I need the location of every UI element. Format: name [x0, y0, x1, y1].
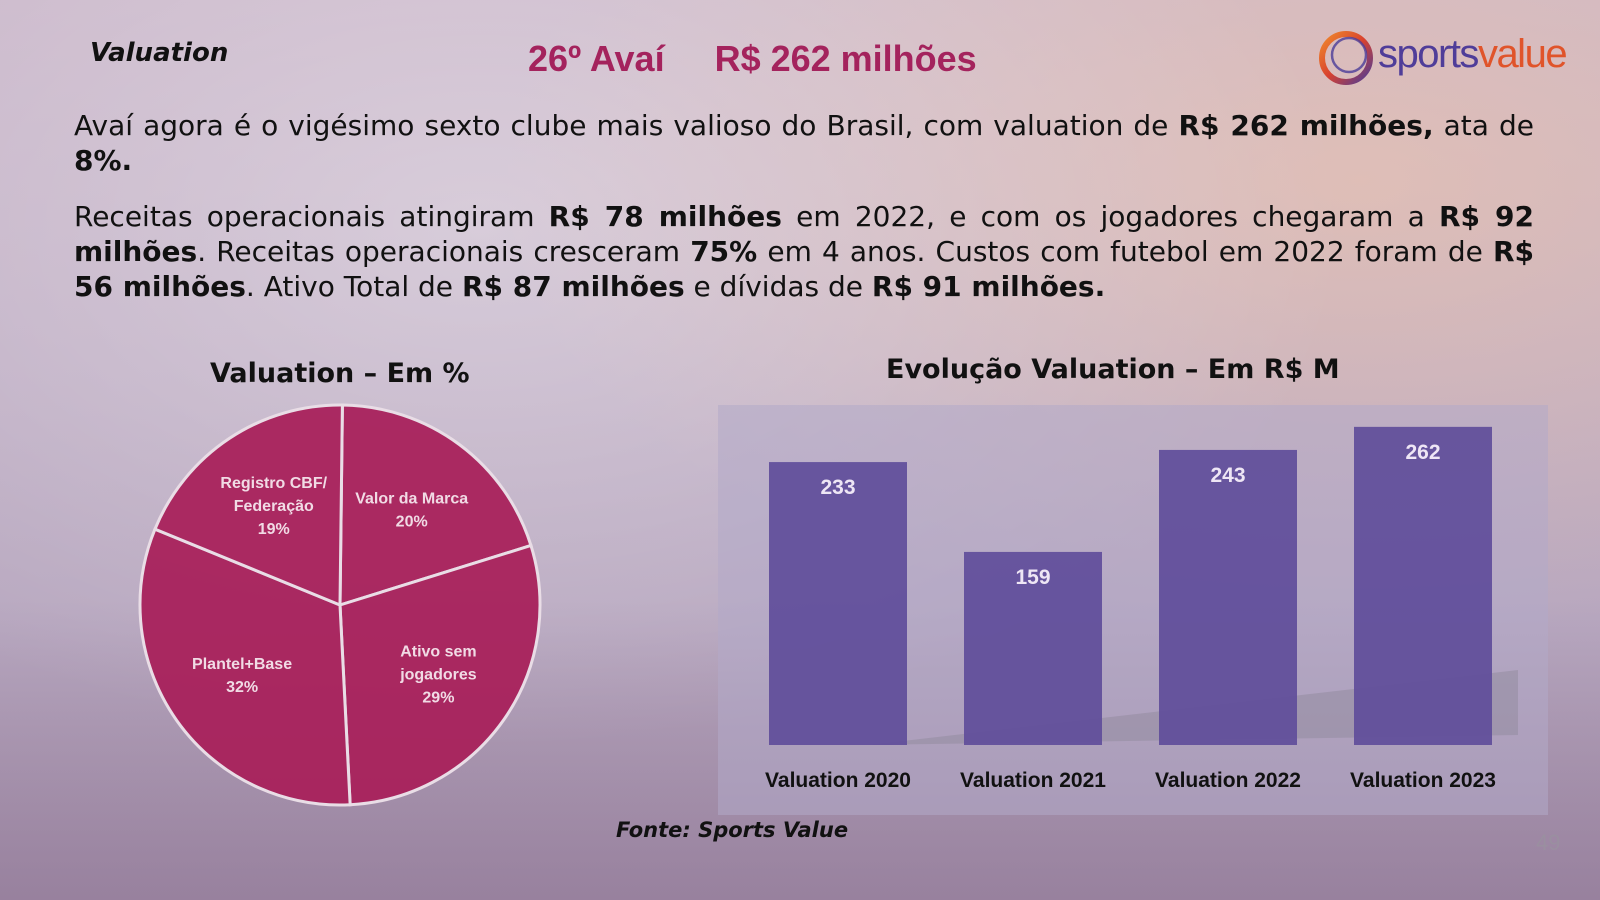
bar-category-label: Valuation 2021 — [960, 769, 1106, 792]
bar — [964, 551, 1102, 745]
paragraph-segment: 8%. — [74, 144, 133, 177]
logo-ring-icon — [1319, 31, 1373, 85]
logo-wordmark: sportsvalue — [1378, 32, 1568, 77]
source-note: Fonte: Sports Value — [616, 818, 849, 842]
bar-value-label: 233 — [820, 476, 855, 499]
sportsvalue-logo: sportsvalue — [1316, 28, 1576, 88]
pie-slice-label: Registro CBF/ — [220, 475, 327, 492]
pie-value-label: 29% — [422, 690, 454, 707]
bar-value-label: 159 — [1015, 566, 1050, 589]
pie-slice — [138, 527, 352, 807]
bar-value-label: 262 — [1405, 441, 1440, 464]
paragraph-segment: Receitas operacionais atingiram — [74, 200, 549, 233]
bar-chart-panel: 233 Valuation 2020 159 Valuation 2021 243 Val… — [718, 405, 1548, 815]
paragraph-segment: 75% — [690, 235, 758, 268]
logo-text-value: value — [1477, 32, 1568, 76]
pie-slice-label: Federação — [234, 498, 314, 515]
pie-slice — [152, 403, 344, 608]
revenue-paragraph: Receitas operacionais atingiram R$ 78 mi… — [74, 199, 1534, 304]
paragraph-segment: R$ 56 milhões — [74, 235, 1534, 303]
pie-value-label: 19% — [258, 521, 290, 538]
pie-slice-label: Plantel+Base — [192, 656, 292, 673]
bar-chart-title: Evolução Valuation – Em R$ M — [886, 354, 1340, 385]
section-label: Valuation — [90, 38, 229, 68]
pie-value-label: 32% — [226, 679, 258, 696]
bar-category-label: Valuation 2020 — [765, 769, 911, 792]
bar-value-label: 243 — [1210, 464, 1245, 487]
paragraph-segment: em 4 anos. Custos com futebol em 2022 fo… — [757, 235, 1493, 268]
logo-text-sports: sports — [1378, 32, 1479, 76]
paragraph-segment: R$ 87 milhões — [461, 270, 685, 303]
bar — [1159, 449, 1297, 745]
pie-slice-label: Ativo sem — [400, 644, 476, 661]
bar-category-label: Valuation 2023 — [1350, 769, 1496, 792]
bar — [1354, 426, 1492, 745]
valuation-pie-chart: Valor da Marca 20% Ativo sem jogadores 29% Pl… — [138, 403, 542, 807]
bar — [769, 462, 907, 745]
paragraph-segment: R$ 78 milhões — [548, 200, 782, 233]
paragraph-segment: e dívidas de — [684, 270, 872, 303]
pie-slice — [338, 403, 533, 608]
paragraph-segment: R$ 91 milhões. — [871, 270, 1106, 303]
paragraph-segment: ata de — [1433, 109, 1534, 142]
paragraph-segment: R$ 92 milhões — [74, 200, 1535, 268]
valuation-bar-chart: 233 Valuation 2020 159 Valuation 2021 243 Val… — [765, 426, 1518, 792]
pie-slice-label: jogadores — [399, 667, 477, 684]
paragraph-segment: . Receitas operacionais cresceram — [197, 235, 691, 268]
paragraph-segment: Avaí agora é o vigésimo sexto clube mais… — [74, 109, 1179, 142]
intro-paragraph: Avaí agora é o vigésimo sexto clube mais… — [74, 108, 1534, 178]
pie-value-label: 20% — [396, 513, 428, 530]
pie-slice-label: Valor da Marca — [355, 490, 468, 507]
bar-category-label: Valuation 2022 — [1155, 769, 1301, 792]
pie-chart-title: Valuation – Em % — [210, 358, 470, 389]
page-number: 49 — [1536, 830, 1561, 855]
pie-slice — [338, 543, 542, 807]
headline: 26º Avaí R$ 262 milhões — [528, 38, 977, 79]
paragraph-segment: em 2022, e com os jogadores chegaram a — [781, 200, 1439, 233]
paragraph-segment: . Ativo Total de — [245, 270, 462, 303]
paragraph-segment: R$ 262 milhões, — [1178, 109, 1434, 142]
